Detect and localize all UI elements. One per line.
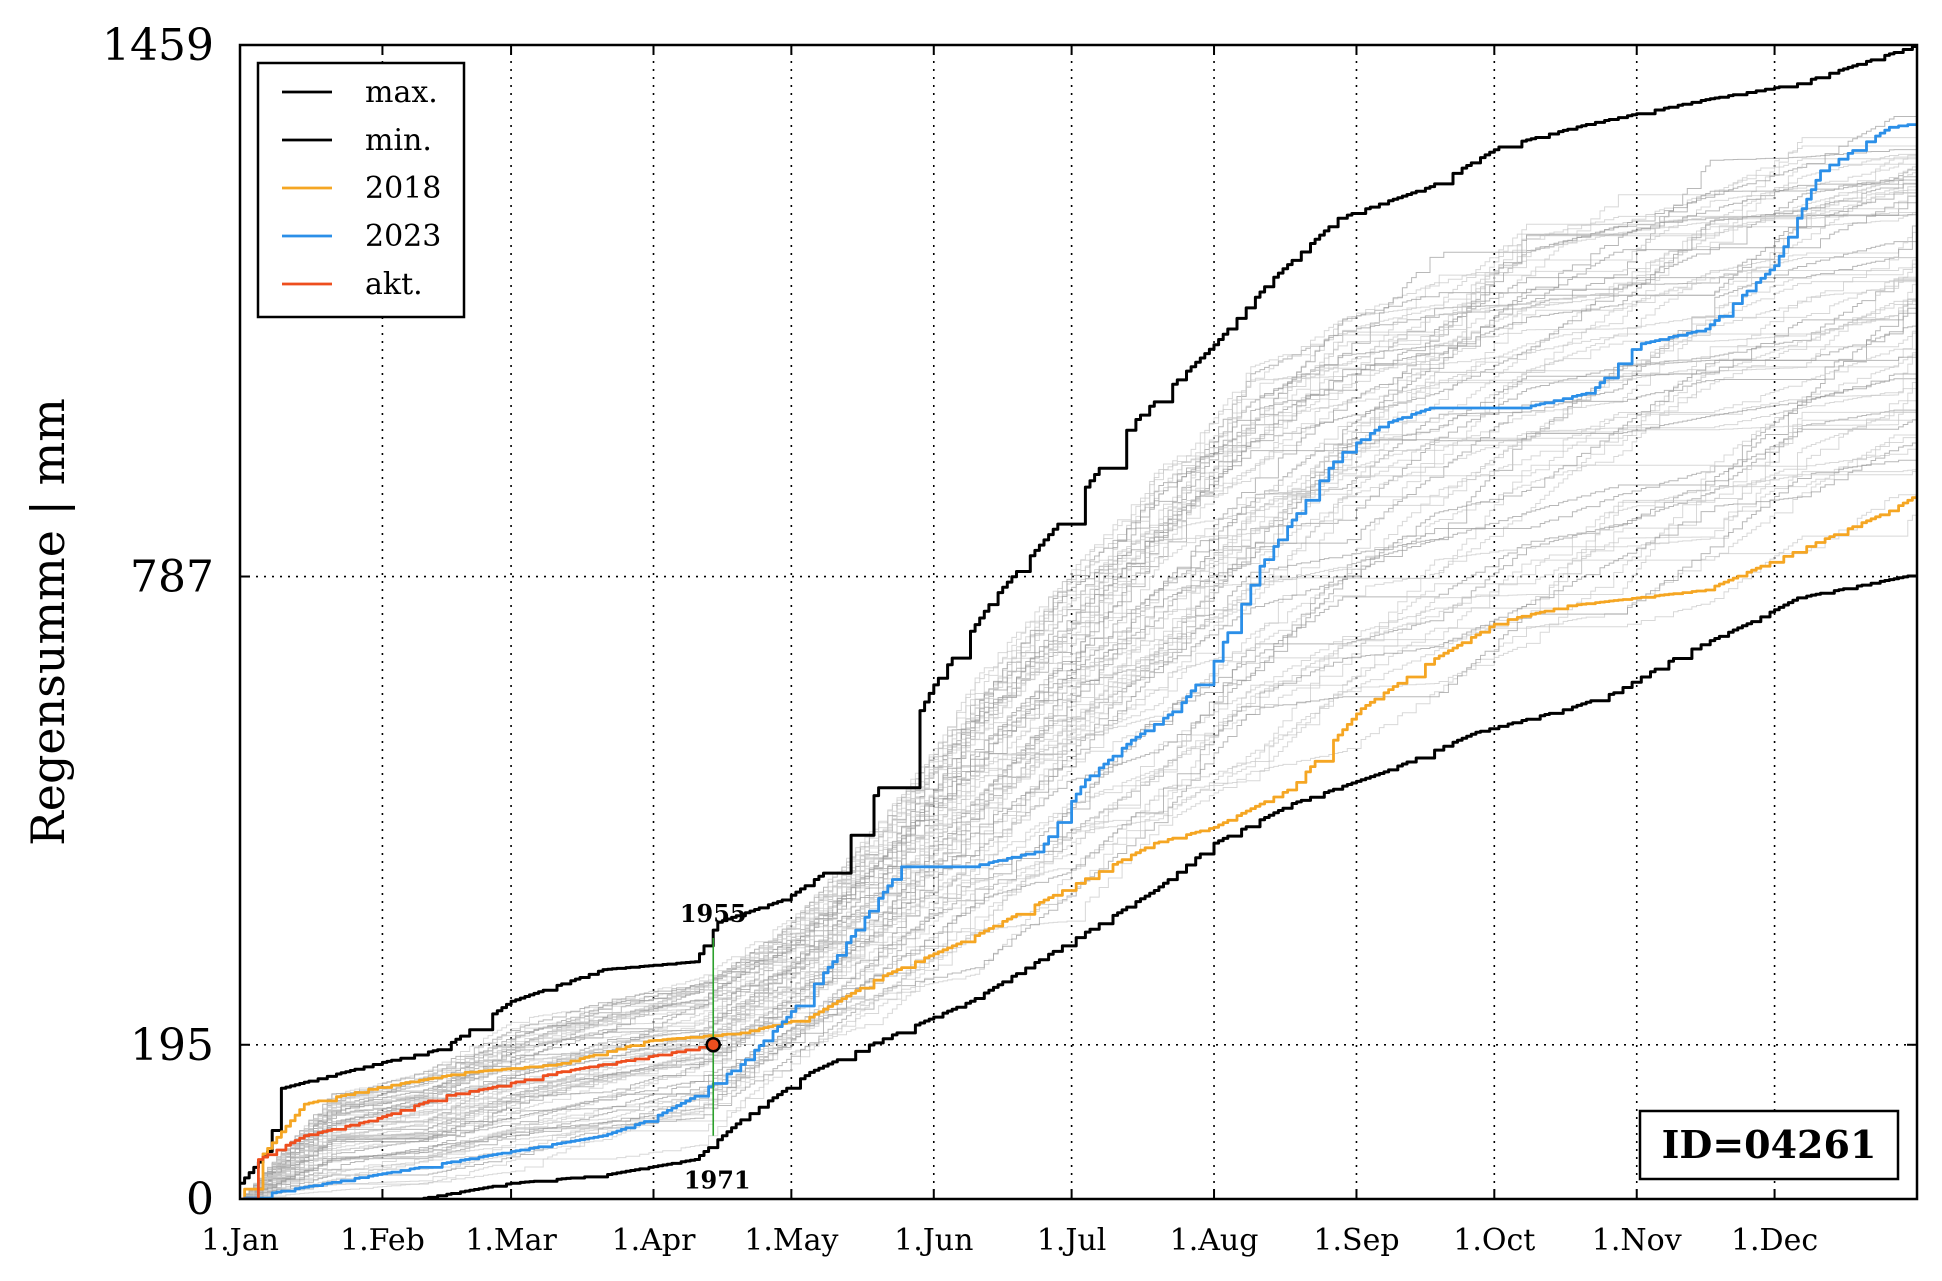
legend-label: 2018 — [365, 171, 441, 206]
x-tick-label: 1.Apr — [612, 1223, 696, 1258]
historical-year-line — [240, 409, 1917, 1199]
y-axis: 0 195 787 1459 — [102, 20, 1917, 1225]
historical-year-line — [240, 344, 1917, 1199]
y-axis-label: Regensumme | mm — [21, 398, 75, 846]
legend-label: max. — [365, 75, 438, 110]
y-tick-label: 1459 — [102, 20, 214, 71]
historical-year-line — [240, 400, 1917, 1199]
historical-year-line — [240, 411, 1917, 1199]
y-tick-label: 787 — [130, 552, 214, 603]
id-frame — [1638, 1109, 1900, 1181]
current-marker: 1955 1971 — [680, 899, 751, 1195]
historical-year-line — [240, 330, 1917, 1199]
historical-year-line — [240, 166, 1917, 1199]
x-tick-label: 1.Feb — [340, 1223, 425, 1258]
x-tick-label: 1.Jul — [1037, 1223, 1107, 1258]
x-tick-label: 1.May — [744, 1223, 838, 1258]
historical-year-line — [240, 371, 1917, 1199]
historical-year-line — [240, 263, 1917, 1199]
historical-year-line — [240, 300, 1917, 1199]
historical-year-line — [240, 446, 1917, 1199]
historical-year-line — [240, 276, 1917, 1199]
legend-label: min. — [365, 123, 432, 158]
station-id-label: ID=04261 — [1662, 1122, 1877, 1167]
y-tick-label: 0 — [186, 1174, 214, 1225]
historical-year-line — [240, 170, 1917, 1199]
historical-year-line — [240, 262, 1917, 1199]
historical-year-line — [240, 189, 1917, 1199]
legend: max. min. 2018 2023 akt. — [256, 61, 466, 319]
historical-year-line — [240, 419, 1917, 1199]
x-tick-label: 1.Jan — [201, 1223, 279, 1258]
historical-year-line — [240, 411, 1917, 1199]
series-line-2018 — [240, 495, 1917, 1199]
historical-year-line — [240, 186, 1917, 1199]
id-box: ID=04261 — [1638, 1109, 1900, 1181]
x-tick-label: 1.Aug — [1170, 1223, 1259, 1258]
x-tick-label: 1.Sep — [1313, 1223, 1399, 1258]
x-tick-label: 1.Nov — [1592, 1223, 1682, 1258]
historical-year-line — [240, 192, 1917, 1199]
grid-lines — [240, 45, 1917, 1199]
historical-year-line — [240, 278, 1917, 1199]
series-line-min — [240, 574, 1917, 1199]
historical-year-line — [240, 259, 1917, 1199]
current-value-marker — [705, 1037, 721, 1053]
historical-year-line — [240, 378, 1917, 1199]
x-tick-label: 1.Oct — [1453, 1223, 1535, 1258]
legend-label: 2023 — [365, 219, 441, 254]
historical-year-line — [240, 163, 1917, 1199]
legend-box — [256, 61, 466, 319]
historical-year-line — [240, 179, 1917, 1199]
legend-label: akt. — [365, 267, 423, 302]
min-year-annotation: 1971 — [684, 1166, 751, 1195]
series-line-2023 — [240, 123, 1917, 1199]
series-lines — [240, 45, 1917, 1199]
historical-year-line — [240, 442, 1917, 1199]
series-line-max — [240, 45, 1917, 1185]
historical-year-line — [240, 137, 1917, 1199]
historical-year-line — [240, 348, 1917, 1199]
x-tick-label: 1.Dec — [1731, 1223, 1818, 1258]
historical-year-line — [240, 437, 1917, 1199]
x-tick-label: 1.Jun — [894, 1223, 973, 1258]
x-tick-label: 1.Mar — [465, 1223, 557, 1258]
plot-frame — [238, 43, 1919, 1201]
historical-year-line — [240, 332, 1917, 1199]
historical-year-line — [240, 183, 1917, 1199]
historical-year-lines — [240, 116, 1917, 1199]
y-tick-label: 195 — [130, 1020, 214, 1071]
x-axis: 1.Jan 1.Feb 1.Mar 1.Apr 1.May 1.Jun 1.Jul 1.Aug… — [201, 45, 1818, 1258]
historical-year-line — [240, 509, 1917, 1199]
series-line-akt — [240, 1044, 714, 1199]
max-year-annotation: 1955 — [680, 899, 747, 928]
historical-year-line — [240, 231, 1917, 1199]
historical-year-line — [240, 164, 1917, 1199]
